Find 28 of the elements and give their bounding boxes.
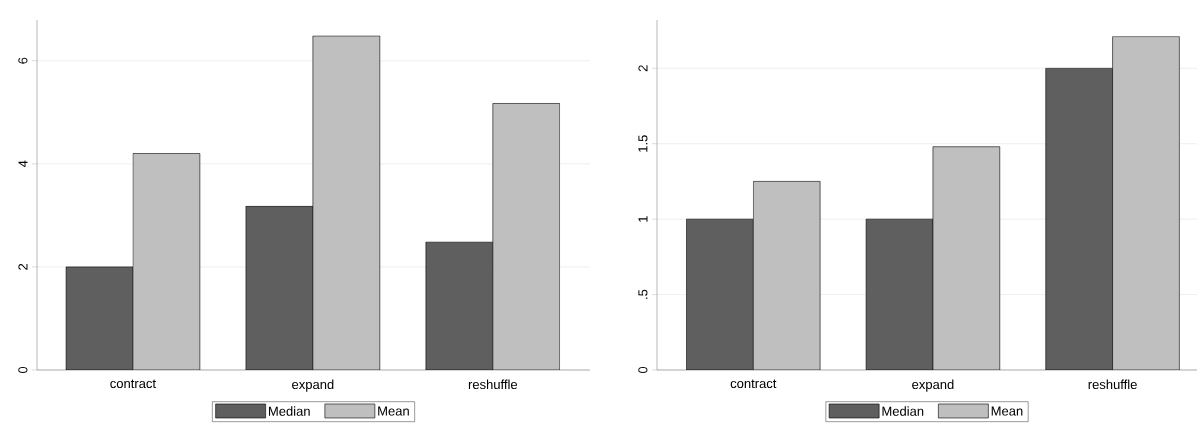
legend-label: Mean [991, 406, 1023, 416]
bar [686, 218, 754, 370]
bar [753, 181, 821, 370]
bar [865, 218, 934, 370]
bar [1045, 67, 1113, 370]
y-tick-label: 6 [18, 57, 28, 64]
bar [245, 205, 314, 370]
y-tick-label: 2 [18, 263, 28, 270]
legend-label: Mean [378, 406, 409, 416]
x-tick-label: expand [292, 379, 334, 392]
bar [65, 266, 134, 370]
x-tick-label: expand [912, 379, 954, 392]
x-tick-label: contract [110, 379, 156, 389]
y-tick-label: 0 [638, 366, 648, 374]
x-tick-label: contract [730, 379, 777, 389]
legend-label: Median [882, 406, 924, 416]
y-tick-label: 0 [18, 366, 28, 374]
y-tick-label: 4 [18, 160, 28, 168]
bar [425, 241, 494, 370]
x-tick-label: reshuffle [468, 379, 518, 390]
legend-label: Median [268, 406, 310, 416]
x-tick-label: reshuffle [1088, 379, 1137, 390]
y-tick-label: .5 [638, 289, 648, 299]
y-tick-label: 2 [638, 65, 648, 72]
y-tick-label: 1 [638, 216, 648, 222]
bar [932, 146, 1001, 370]
bar [1112, 36, 1180, 370]
y-tick-label: 1.5 [638, 135, 648, 152]
